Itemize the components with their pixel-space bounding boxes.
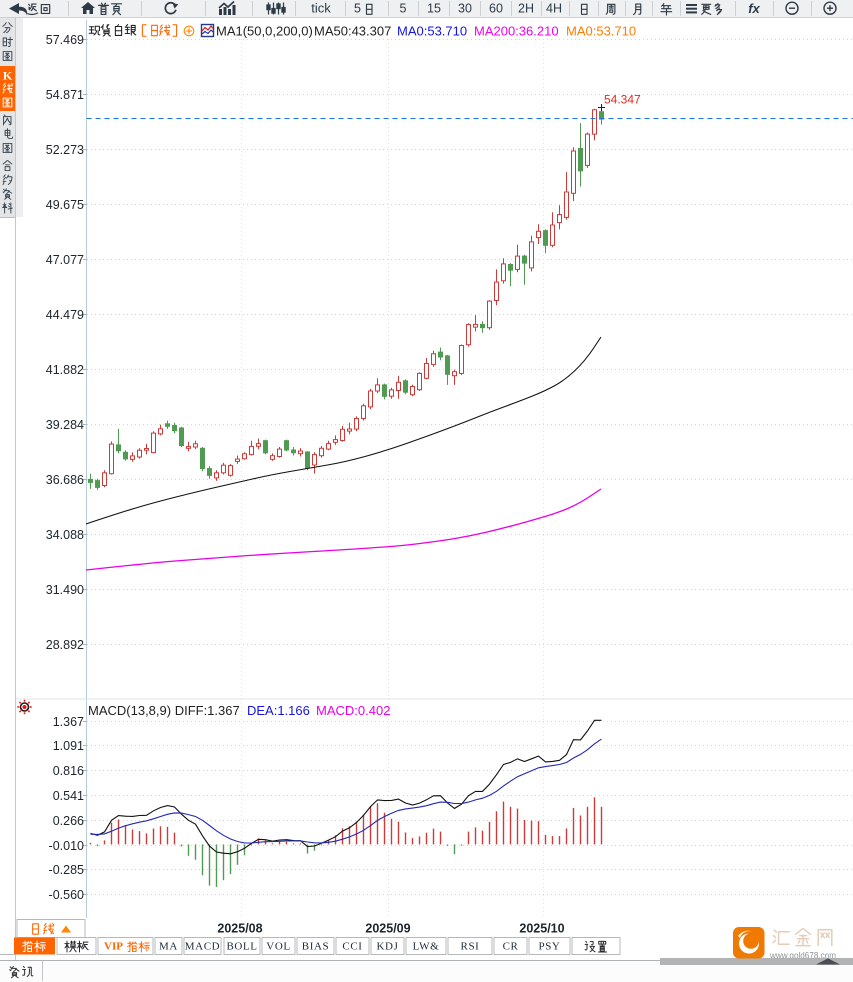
svg-text:-0.560: -0.560: [49, 888, 84, 902]
svg-text:0.816: 0.816: [53, 764, 84, 778]
svg-text:28.892: 28.892: [46, 638, 84, 652]
svg-text:4H: 4H: [546, 2, 562, 16]
svg-text:36.686: 36.686: [46, 473, 84, 487]
svg-text:44.479: 44.479: [46, 308, 84, 322]
svg-text:2025/08: 2025/08: [217, 922, 262, 936]
svg-text:fx: fx: [748, 1, 760, 16]
svg-text:5: 5: [354, 2, 361, 16]
svg-text:-0.285: -0.285: [49, 863, 84, 877]
svg-text:0.266: 0.266: [53, 814, 84, 828]
svg-text:K: K: [3, 69, 13, 83]
svg-text:MA0:53.710: MA0:53.710: [566, 24, 636, 39]
svg-text:2H: 2H: [518, 2, 534, 16]
svg-text:2025/09: 2025/09: [365, 922, 410, 936]
svg-text:CCI: CCI: [342, 941, 362, 953]
svg-text:-0.010: -0.010: [49, 839, 84, 853]
svg-text:0.541: 0.541: [53, 789, 84, 803]
svg-text:1.091: 1.091: [53, 739, 84, 753]
svg-text:49.675: 49.675: [46, 198, 84, 212]
svg-text:RSI: RSI: [461, 941, 480, 953]
svg-text:www.gold678.com: www.gold678.com: [769, 951, 836, 961]
svg-text:BIAS: BIAS: [302, 941, 329, 953]
svg-text:MACD: MACD: [185, 941, 220, 953]
svg-text:MA1(50,0,200,0): MA1(50,0,200,0): [216, 24, 313, 39]
svg-text:VIP: VIP: [104, 941, 123, 953]
svg-text:MA0:53.710: MA0:53.710: [397, 24, 467, 39]
svg-text:PSY: PSY: [539, 941, 561, 953]
svg-text:VOL: VOL: [266, 941, 290, 953]
svg-text:LW&: LW&: [413, 941, 440, 953]
svg-text:57.469: 57.469: [46, 33, 84, 47]
svg-text:39.284: 39.284: [46, 418, 84, 432]
svg-text:MA200:36.210: MA200:36.210: [474, 24, 559, 39]
svg-text:BOLL: BOLL: [226, 941, 257, 953]
svg-text:MACD(13,8,9) DIFF:1.367: MACD(13,8,9) DIFF:1.367: [88, 703, 240, 718]
svg-text:CR: CR: [503, 941, 519, 953]
svg-text:41.882: 41.882: [46, 363, 84, 377]
svg-text:2025/10: 2025/10: [519, 922, 564, 936]
svg-text:54.871: 54.871: [46, 88, 84, 102]
svg-text:54.347: 54.347: [604, 93, 641, 107]
svg-text:52.273: 52.273: [46, 143, 84, 157]
svg-text:60: 60: [489, 2, 503, 16]
svg-text:MA: MA: [159, 941, 178, 953]
svg-text:DEA:1.166: DEA:1.166: [247, 703, 310, 718]
svg-text:KDJ: KDJ: [377, 941, 399, 953]
svg-text:31.490: 31.490: [46, 583, 84, 597]
svg-text:15: 15: [427, 2, 441, 16]
svg-text:47.077: 47.077: [46, 253, 84, 267]
svg-text:5: 5: [400, 2, 407, 16]
svg-text:MACD:0.402: MACD:0.402: [316, 703, 390, 718]
svg-text:tick: tick: [311, 1, 331, 16]
svg-text:1.367: 1.367: [53, 715, 84, 729]
svg-text:MA50:43.307: MA50:43.307: [314, 24, 391, 39]
svg-text:30: 30: [458, 2, 472, 16]
svg-text:34.088: 34.088: [46, 528, 84, 542]
